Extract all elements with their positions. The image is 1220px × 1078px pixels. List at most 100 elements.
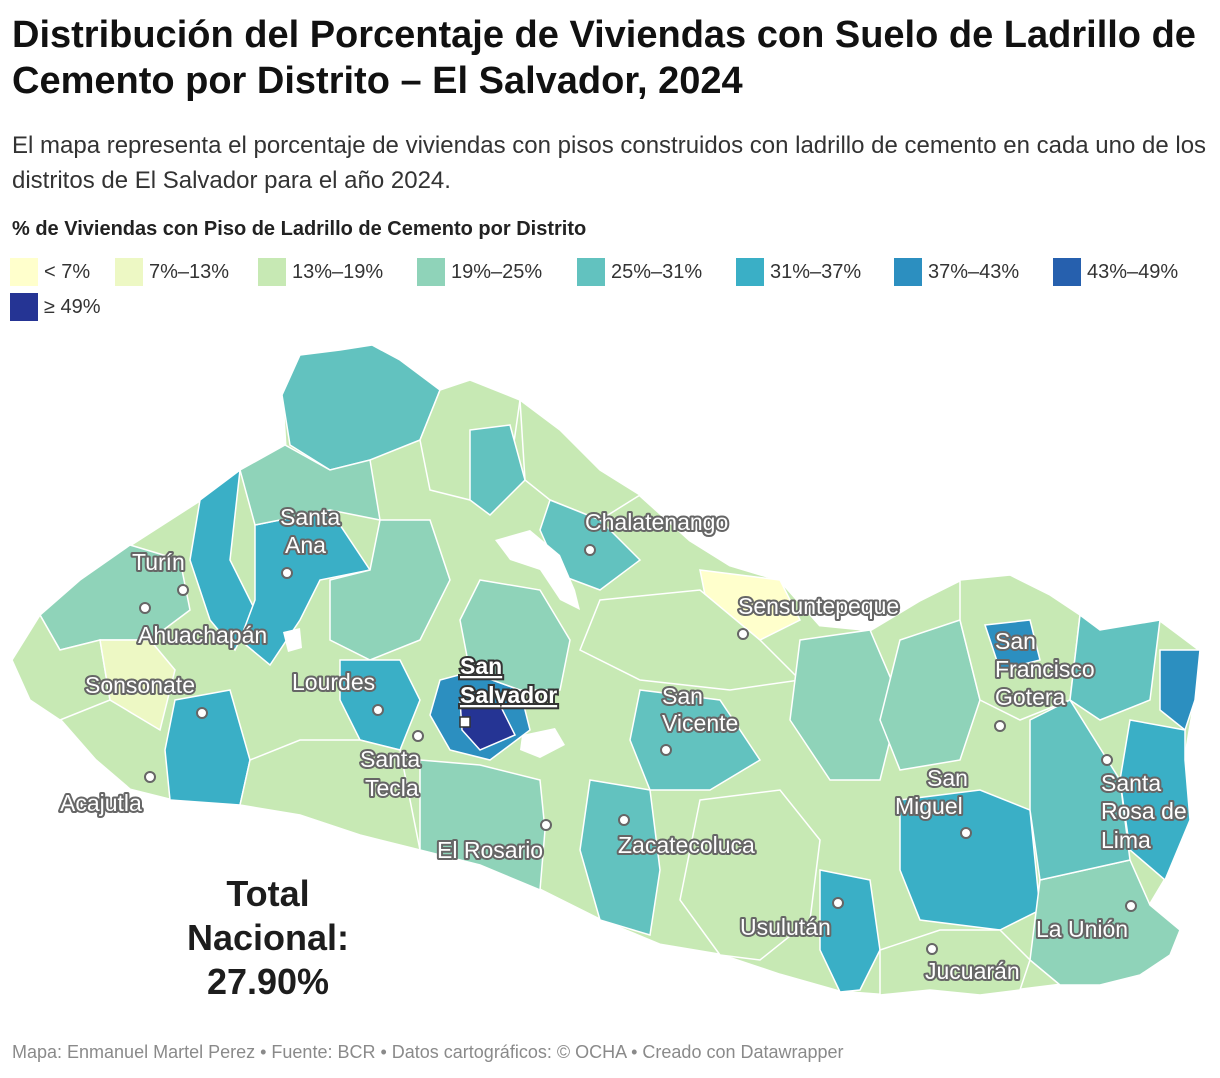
legend-swatch: [258, 258, 286, 286]
region-cuscatlan: [459, 579, 571, 691]
marker-acajutla: [144, 771, 156, 783]
marker-sensuntepeque: [737, 628, 749, 640]
marker-chalatenango: [584, 544, 596, 556]
legend-item-19-25: 19%–25%: [417, 258, 542, 286]
city-label-gotera-3: Gotera: [995, 684, 1066, 710]
city-label-turin: Turín: [132, 549, 185, 575]
region-usulutan-north: [789, 629, 901, 781]
region-usulutan-west: [679, 789, 821, 961]
city-label-santa-tecla-2: Tecla: [365, 775, 419, 801]
city-label-gotera-1: San: [995, 628, 1036, 654]
total-value: 27.90%: [206, 961, 330, 1002]
region-cabanas-south: [579, 589, 802, 691]
legend-label: < 7%: [44, 260, 91, 283]
capital-label-2: Salvador: [460, 682, 557, 708]
city-label-acajutla: Acajutla: [60, 790, 142, 816]
page-subtitle: El mapa representa el porcentaje de vivi…: [12, 132, 1207, 194]
marker-usulutan: [832, 897, 844, 909]
legend-label: 19%–25%: [451, 260, 543, 283]
region-la-union-south: [1029, 859, 1181, 986]
marker-santa-rosa-de-lima: [1101, 754, 1113, 766]
legend-item-gte49: ≥ 49%: [10, 293, 101, 321]
legend-item-7-13: 7%–13%: [115, 258, 229, 286]
legend-swatch: [115, 258, 143, 286]
city-label-santa-rosa-2: Rosa de: [1101, 798, 1187, 824]
legend-label: 13%–19%: [292, 260, 384, 283]
region-chalatenango-north: [469, 424, 526, 516]
region-santa-ana-center: [239, 509, 372, 667]
legend-swatch: [577, 258, 605, 286]
marker-zacatecoluca: [618, 814, 630, 826]
region-la-union-east: [1159, 649, 1201, 732]
city-label-la-union: La Unión: [1036, 916, 1128, 942]
marker-santa-ana: [281, 567, 293, 579]
legend-item-31-37: 31%–37%: [736, 258, 861, 286]
capital-label-1: San: [460, 653, 502, 679]
city-label-el-rosario: El Rosario: [437, 837, 543, 863]
city-label-santa-ana-2: Ana: [285, 532, 326, 558]
legend-item-lt7: < 7%: [10, 258, 90, 286]
city-label-santa-tecla-1: Santa: [360, 746, 420, 772]
legend-swatch: [417, 258, 445, 286]
city-label-usulutan: Usulután: [740, 914, 831, 940]
capital-marker: [459, 716, 471, 728]
region-jucuaran: [879, 929, 1031, 996]
footer-credits: Mapa: Enmanuel Martel Perez • Fuente: BC…: [12, 1042, 844, 1062]
city-label-gotera-2: Francisco: [995, 656, 1095, 682]
legend-swatch: [1053, 258, 1081, 286]
marker-jucuaran: [926, 943, 938, 955]
city-label-san-vicente-2: Vicente: [662, 710, 738, 736]
region-morazan-blue: [983, 619, 1041, 671]
city-label-santa-rosa-1: Santa: [1101, 770, 1161, 796]
city-label-jucuaran: Jucuarán: [925, 958, 1020, 984]
city-label-sensuntepeque: Sensuntepeque: [738, 593, 899, 619]
legend-swatch: [10, 258, 38, 286]
legend-item-43-49: 43%–49%: [1053, 258, 1178, 286]
city-markers: [139, 544, 1137, 955]
region-sonsonate-west: [99, 639, 176, 732]
city-label-lourdes: Lourdes: [292, 669, 375, 695]
marker-sonsonate: [196, 707, 208, 719]
national-total: Total Nacional: 27.90%: [168, 872, 368, 1004]
lake-ilopango: [520, 728, 565, 758]
legend-item-13-19: 13%–19%: [258, 258, 383, 286]
city-label-santa-ana-1: Santa: [280, 504, 340, 530]
city-label-santa-rosa-3: Lima: [1101, 827, 1151, 853]
city-label-san-miguel-2: Miguel: [895, 793, 963, 819]
marker-santa-tecla: [412, 730, 424, 742]
legend-label: 7%–13%: [149, 260, 230, 283]
lake-suchitlan: [495, 530, 580, 610]
marker-ahuachapan: [139, 602, 151, 614]
city-label-san-vicente-1: San: [662, 683, 703, 709]
lake-coatepeque: [283, 628, 302, 652]
marker-el-rosario: [540, 819, 552, 831]
legend-label: 43%–49%: [1087, 260, 1179, 283]
marker-san-miguel: [960, 827, 972, 839]
marker-san-francisco-gotera: [994, 720, 1006, 732]
legend-label: 31%–37%: [770, 260, 862, 283]
legend-item-25-31: 25%–31%: [577, 258, 702, 286]
legend-label: 37%–43%: [928, 260, 1020, 283]
region-san-miguel-center: [899, 789, 1041, 931]
legend-title: % de Viviendas con Piso de Ladrillo de C…: [12, 218, 587, 240]
marker-san-vicente: [660, 744, 672, 756]
city-label-chalatenango: Chalatenango: [585, 509, 728, 535]
legend-label: ≥ 49%: [44, 295, 101, 318]
total-line1: Total: [226, 873, 310, 914]
total-line2: Nacional:: [186, 917, 350, 958]
region-chalatenango-east: [519, 398, 642, 521]
marker-turin: [177, 584, 189, 596]
legend-swatch: [894, 258, 922, 286]
legend-swatch: [10, 293, 38, 321]
city-label-san-miguel-1: San: [927, 765, 968, 791]
region-san-miguel-east: [1029, 699, 1131, 881]
marker-la-union: [1125, 900, 1137, 912]
city-label-zacatecoluca: Zacatecoluca: [618, 832, 755, 858]
region-san-vicente: [629, 689, 762, 791]
legend-item-37-43: 37%–43%: [894, 258, 1019, 286]
region-santa-ana-north: [239, 444, 381, 526]
marker-lourdes: [372, 704, 384, 716]
city-label-ahuachapan: Ahuachapán: [138, 622, 267, 648]
page-title: Distribución del Porcentaje de Viviendas…: [12, 14, 1196, 102]
legend-swatch: [736, 258, 764, 286]
